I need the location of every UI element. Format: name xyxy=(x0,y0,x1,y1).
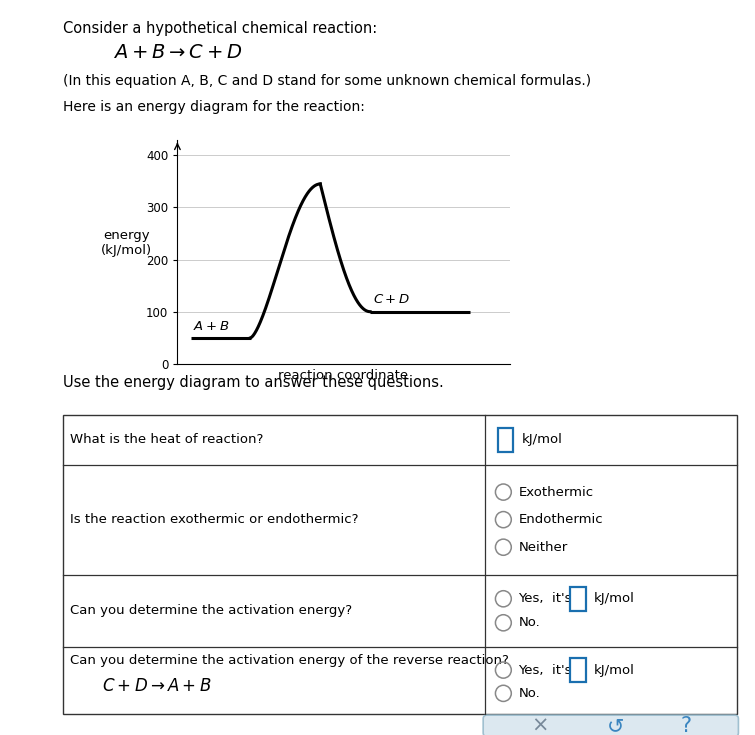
Text: kJ/mol: kJ/mol xyxy=(594,592,635,606)
Text: ×: × xyxy=(532,716,549,735)
Text: No.: No. xyxy=(519,686,541,700)
Text: ?: ? xyxy=(681,716,692,735)
Text: $\mathit{A+B} \rightarrow \mathit{C+D}$: $\mathit{A+B} \rightarrow \mathit{C+D}$ xyxy=(113,43,242,62)
Bar xyxy=(63,415,737,714)
Text: kJ/mol: kJ/mol xyxy=(594,664,635,677)
Bar xyxy=(570,587,586,611)
Text: Can you determine the activation energy of the reverse reaction?: Can you determine the activation energy … xyxy=(70,654,509,667)
Text: energy
(kJ/mol): energy (kJ/mol) xyxy=(100,229,152,257)
X-axis label: reaction coordinate: reaction coordinate xyxy=(279,370,408,382)
Text: Neither: Neither xyxy=(519,541,568,553)
Text: Yes,  it's: Yes, it's xyxy=(519,664,572,677)
Bar xyxy=(570,659,586,682)
Text: Exothermic: Exothermic xyxy=(519,486,593,498)
Text: What is the heat of reaction?: What is the heat of reaction? xyxy=(70,434,263,446)
Text: Endothermic: Endothermic xyxy=(519,513,603,526)
Text: kJ/mol: kJ/mol xyxy=(522,434,563,446)
Text: Here is an energy diagram for the reaction:: Here is an energy diagram for the reacti… xyxy=(63,100,365,114)
Text: Use the energy diagram to answer these questions.: Use the energy diagram to answer these q… xyxy=(63,375,444,390)
Text: No.: No. xyxy=(519,616,541,629)
Text: (In this equation A, B, C and D stand for some unknown chemical formulas.): (In this equation A, B, C and D stand fo… xyxy=(63,74,591,87)
Text: $\mathit{A + B}$: $\mathit{A + B}$ xyxy=(193,320,230,332)
Text: $\mathit{C+D} \rightarrow \mathit{A+B}$: $\mathit{C+D} \rightarrow \mathit{A+B}$ xyxy=(103,677,212,695)
Text: $\mathit{C + D}$: $\mathit{C + D}$ xyxy=(373,293,410,306)
Text: Yes,  it's: Yes, it's xyxy=(519,592,572,606)
FancyBboxPatch shape xyxy=(483,715,738,735)
Bar xyxy=(498,428,513,451)
Text: Consider a hypothetical chemical reaction:: Consider a hypothetical chemical reactio… xyxy=(63,21,377,35)
Text: ↺: ↺ xyxy=(607,716,624,735)
Text: Is the reaction exothermic or endothermic?: Is the reaction exothermic or endothermi… xyxy=(70,513,359,526)
Text: Can you determine the activation energy?: Can you determine the activation energy? xyxy=(70,604,352,617)
